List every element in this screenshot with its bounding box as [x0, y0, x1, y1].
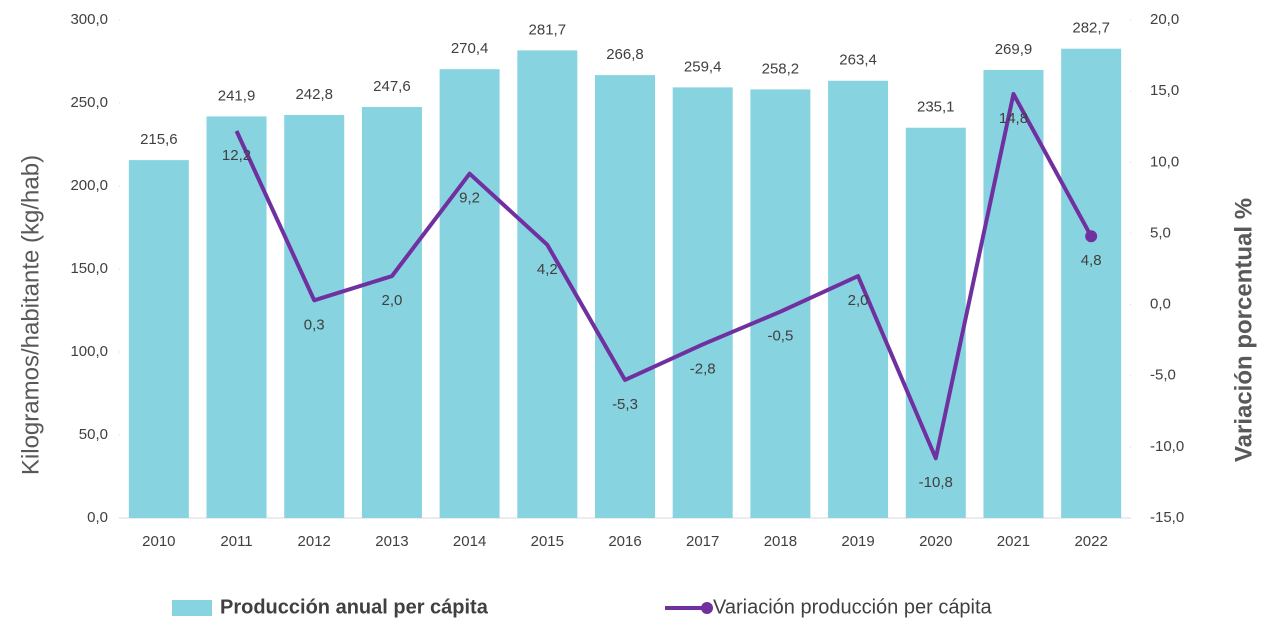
line-value-label: 2,0: [848, 292, 869, 309]
bar-value-label: 242,8: [295, 86, 333, 103]
y-axis-title: Kilogramos/habitante (kg/hab): [17, 155, 44, 475]
x-tick-label: 2014: [453, 533, 486, 550]
bar: [672, 87, 733, 519]
y-tick-label: 200,0: [70, 177, 108, 194]
x-tick-label: 2022: [1074, 533, 1107, 550]
bar-value-label: 263,4: [839, 52, 877, 69]
x-tick-label: 2013: [375, 533, 408, 550]
x-tick-label: 2015: [531, 533, 564, 550]
bar-value-label: 282,7: [1072, 20, 1110, 37]
bar: [206, 116, 267, 519]
line-value-label: -10,8: [919, 474, 953, 491]
bar: [595, 75, 655, 518]
bar: [361, 106, 422, 518]
legend-marker: [701, 602, 713, 614]
x-tick-label: 2012: [298, 533, 331, 550]
bar-value-label: 259,4: [684, 58, 722, 75]
bar: [828, 80, 889, 519]
y2-axis-title: Variación porcentual %: [1230, 198, 1257, 462]
line-value-label: -5,3: [612, 396, 638, 413]
line-marker: [1085, 230, 1098, 243]
y2-tick-label: 15,0: [1150, 82, 1179, 99]
line-value-label: 4,8: [1081, 252, 1102, 269]
y2-tick-label: 10,0: [1150, 153, 1179, 170]
line-value-label: 14,8: [999, 110, 1028, 127]
y-tick-label: 300,0: [70, 11, 108, 28]
bar-value-label: 235,1: [917, 99, 955, 116]
bar-value-label: 269,9: [995, 41, 1033, 58]
bar-value-label: 281,7: [529, 21, 567, 38]
line: [234, 91, 1093, 461]
x-tick-label: 2019: [841, 533, 874, 550]
bar-value-label: 247,6: [373, 78, 411, 95]
line-value-label: 12,2: [222, 147, 251, 164]
x-tick-label: 2010: [142, 533, 175, 550]
y2-tick-label: 5,0: [1150, 224, 1171, 241]
line-value-label: -2,8: [690, 360, 716, 377]
bar-value-label: 266,8: [606, 46, 644, 63]
bar-value-label: 241,9: [218, 87, 256, 104]
y-tick-label: 150,0: [70, 260, 108, 277]
y-tick-label: 250,0: [70, 94, 108, 111]
y-tick-label: 0,0: [87, 509, 108, 526]
bar-value-label: 270,4: [451, 40, 489, 57]
bar-value-label: 258,2: [762, 60, 800, 77]
line-value-label: -0,5: [767, 328, 793, 345]
x-tick-label: 2011: [220, 533, 252, 550]
y2-tick-label: -10,0: [1150, 438, 1184, 455]
bar: [983, 69, 1044, 518]
x-tick-label: 2016: [608, 533, 641, 550]
x-tick-label: 2017: [686, 533, 719, 550]
y2-tick-label: -15,0: [1150, 509, 1184, 526]
y2-tick-label: 0,0: [1150, 296, 1171, 313]
y2-tick-label: 20,0: [1150, 11, 1179, 28]
bar: [128, 160, 189, 518]
line-value-label: 0,3: [304, 316, 325, 333]
bar-value-label: 215,6: [140, 131, 178, 148]
bar: [439, 69, 500, 519]
x-tick-label: 2021: [997, 533, 1030, 550]
x-tick-label: 2018: [764, 533, 797, 550]
x-tick-label: 2020: [919, 533, 952, 550]
legend-swatch: [172, 600, 212, 616]
y-tick-label: 50,0: [79, 426, 108, 443]
line-value-label: 9,2: [459, 190, 480, 207]
bar: [517, 50, 578, 519]
legend-label: Variación producción per cápita: [713, 596, 993, 618]
legend-label: Producción anual per cápita: [220, 596, 489, 618]
bar: [1061, 48, 1122, 519]
y2-tick-label: -5,0: [1150, 367, 1176, 384]
line-value-label: 4,2: [537, 261, 558, 278]
line-value-label: 2,0: [381, 292, 402, 309]
y-tick-label: 100,0: [70, 343, 108, 360]
bar: [284, 114, 345, 519]
